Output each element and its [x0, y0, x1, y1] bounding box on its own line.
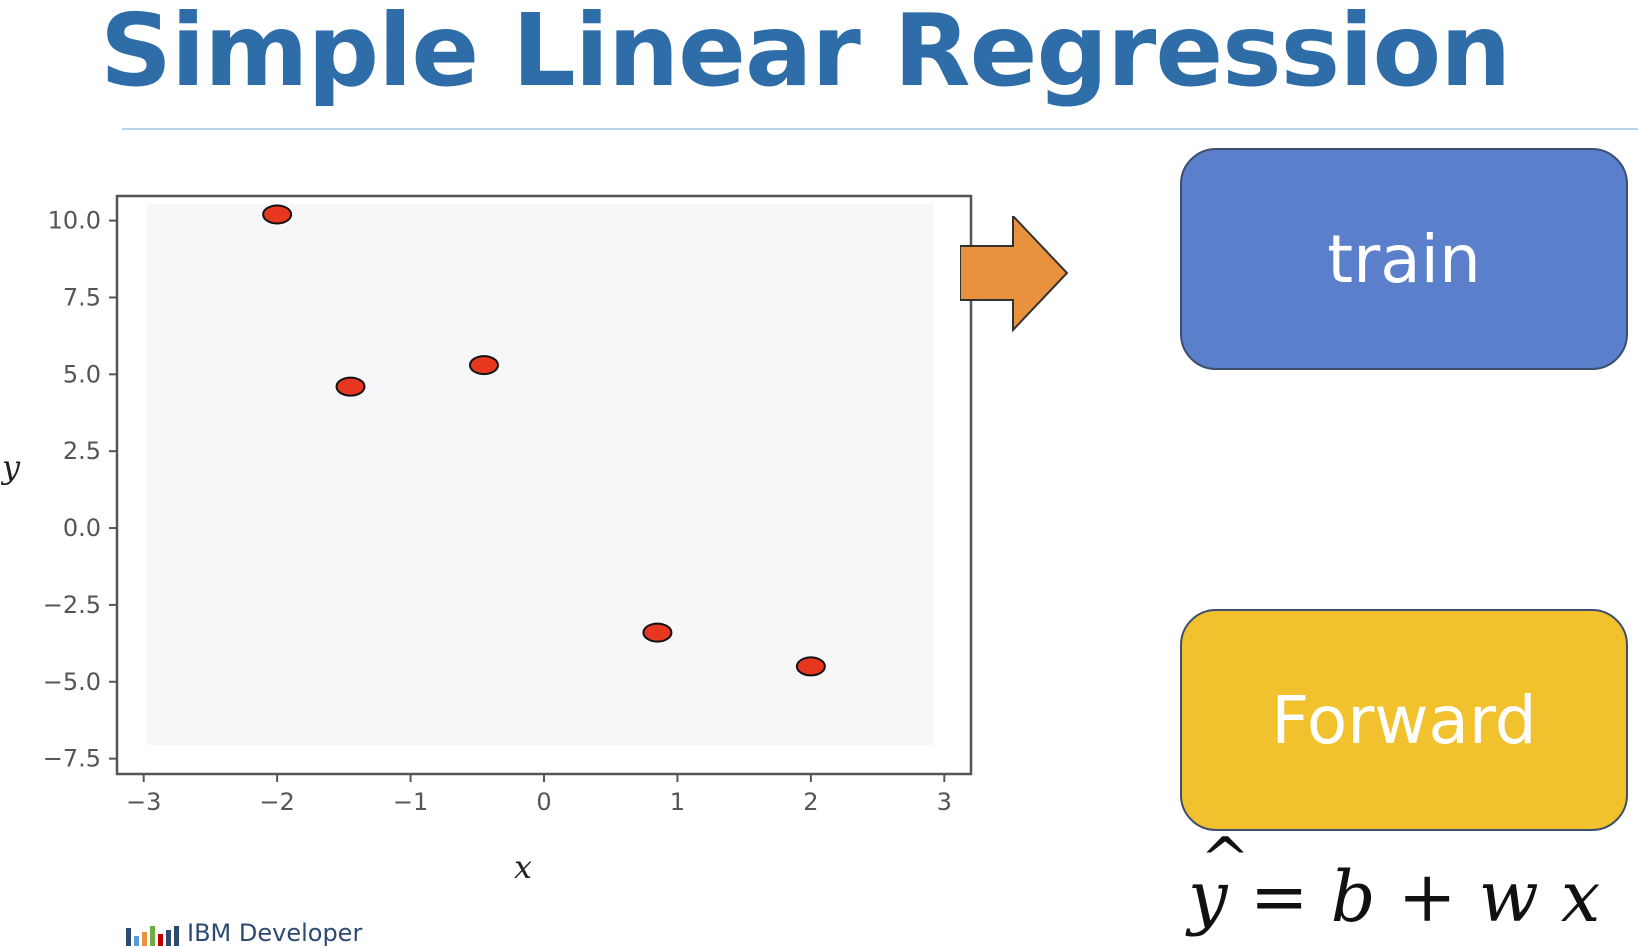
y-tick-label: −2.5 — [43, 591, 101, 619]
equation-x: x — [1560, 856, 1601, 938]
equation-plus: + — [1397, 856, 1457, 938]
x-axis-ticks: −3 −2 −1 0 1 2 3 — [126, 774, 952, 816]
slide-title: Simple Linear Regression — [100, 0, 1511, 109]
train-label: train — [1327, 220, 1481, 298]
y-axis-ticks: 10.0 7.5 5.0 2.5 0.0 −2.5 −5.0 −7.5 — [43, 207, 117, 773]
footer-brand-text: IBM Developer — [187, 919, 363, 947]
data-point — [642, 622, 673, 643]
forward-button[interactable]: Forward — [1180, 609, 1628, 831]
x-tick-label: 2 — [803, 788, 818, 816]
equation-equals: = — [1249, 856, 1309, 938]
y-tick-label: 5.0 — [63, 360, 101, 388]
data-point — [795, 656, 826, 677]
equation-b: b — [1330, 856, 1376, 938]
footer-brand: IBM Developer — [126, 920, 362, 946]
plot-background — [147, 204, 934, 745]
x-tick-label: 3 — [937, 788, 952, 816]
train-button[interactable]: train — [1180, 148, 1628, 370]
x-tick-label: 0 — [536, 788, 551, 816]
x-tick-label: −2 — [259, 788, 294, 816]
equation-yhat: y — [1188, 830, 1250, 932]
data-point — [262, 204, 293, 225]
x-tick-label: 1 — [670, 788, 685, 816]
forward-label: Forward — [1271, 681, 1537, 759]
data-point — [468, 355, 499, 376]
ibm-developer-logo-icon — [126, 926, 179, 946]
regression-equation: y = b + w x — [1188, 830, 1600, 932]
data-points — [262, 204, 826, 677]
equation-w: w — [1478, 856, 1539, 938]
scatter-chart: 10.07.55.02.50.0−2.5−5.0−7.5 −3 −2 −1 0 1 2 3 … — [0, 194, 973, 886]
title-divider — [122, 128, 1638, 130]
y-tick-label: −5.0 — [43, 668, 101, 696]
y-tick-label: 7.5 — [63, 283, 101, 311]
x-tick-label: −3 — [126, 788, 161, 816]
x-axis-label: x — [514, 848, 532, 886]
y-tick-label: 2.5 — [63, 437, 101, 465]
y-tick-label: 10.0 — [48, 207, 101, 235]
y-tick-label: −7.5 — [43, 745, 101, 773]
data-point — [335, 376, 366, 397]
y-axis-label: y — [0, 448, 21, 486]
y-tick-label: 0.0 — [63, 514, 101, 542]
right-arrow-icon — [960, 216, 1069, 333]
x-tick-label: −1 — [393, 788, 428, 816]
